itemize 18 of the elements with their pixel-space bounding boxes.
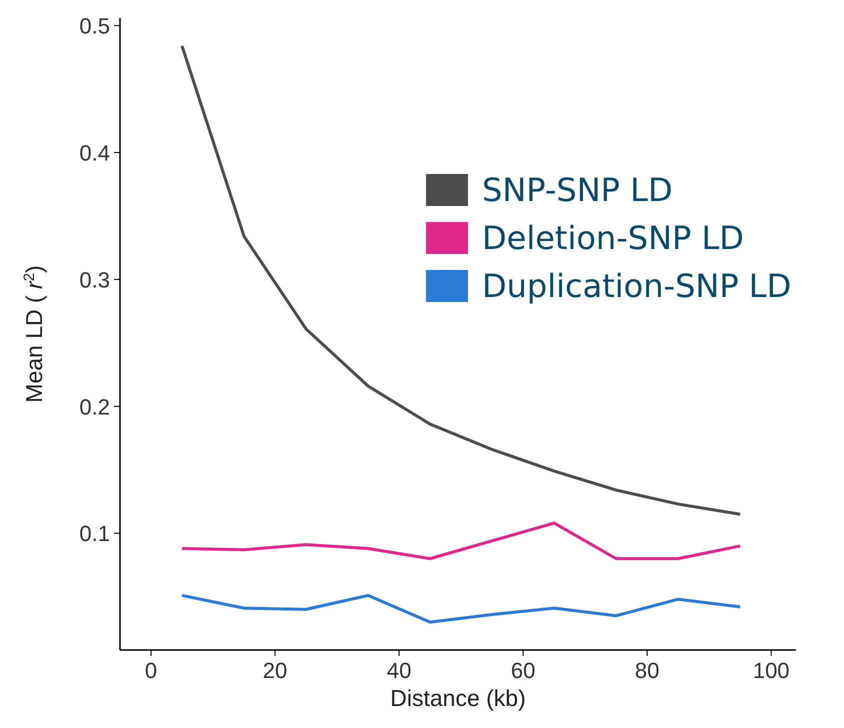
line-series: [180, 594, 742, 624]
y-tick-label: 0.5: [79, 14, 110, 39]
x-tick-label: 40: [386, 658, 412, 683]
x-tick-label: 0: [144, 658, 158, 683]
x-tick-label: 100: [752, 658, 790, 683]
legend-label: SNP-SNP LD: [482, 171, 673, 209]
x-axis-title: Distance (kb): [390, 685, 526, 711]
y-tick-label: 0.1: [79, 521, 110, 546]
legend-label: Duplication-SNP LD: [482, 267, 792, 305]
y-tick-label: 0.3: [79, 267, 110, 292]
x-tick-label: 20: [262, 658, 288, 683]
line-series: [180, 44, 742, 516]
y-tick-label: 0.4: [79, 140, 110, 166]
line-series: [180, 522, 742, 560]
x-tick-label: 60: [510, 658, 536, 683]
legend-label: Deletion-SNP LD: [482, 219, 744, 257]
x-tick-label: 80: [634, 658, 660, 683]
y-tick-label: 0.2: [79, 394, 110, 420]
